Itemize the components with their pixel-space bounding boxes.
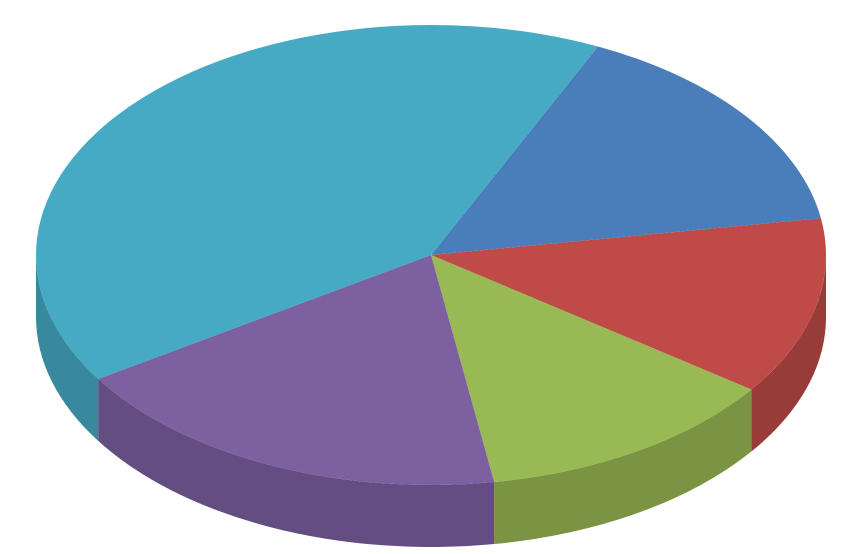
pie-chart-3d: [0, 0, 863, 554]
